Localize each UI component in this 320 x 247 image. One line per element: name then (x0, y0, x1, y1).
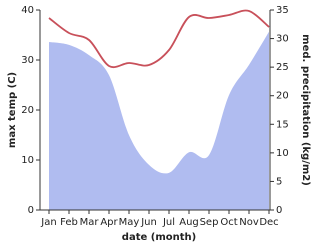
x-tick-label: Dec (259, 217, 278, 228)
y-axis-label: max temp (C) (7, 72, 18, 148)
precipitation-area (49, 31, 269, 211)
x-axis-label: date (month) (122, 232, 196, 243)
x-tick-label: Jul (162, 217, 175, 228)
temperature-line (48, 9, 270, 69)
x-tick-label: Feb (60, 217, 78, 228)
y2-tick-label: 0 (276, 205, 282, 216)
x-tick-label: Apr (100, 217, 118, 228)
x-tick-label: Jan (40, 217, 56, 228)
y2-tick-label: 10 (276, 148, 289, 159)
y2-tick-label: 15 (276, 119, 289, 130)
y2-tick-label: 20 (276, 91, 289, 102)
x-tick-label: Jun (140, 217, 157, 228)
y2-tick-label: 5 (276, 176, 282, 187)
y-tick-label: 0 (28, 205, 34, 216)
x-tick-label: Aug (179, 217, 199, 228)
x-tick-label: Oct (220, 217, 237, 228)
x-tick-label: Sep (200, 217, 219, 228)
x-tick-label: Nov (239, 217, 259, 228)
x-tick-label: Mar (80, 217, 100, 228)
y2-tick-label: 30 (276, 34, 289, 45)
y-tick-label: 20 (21, 105, 34, 116)
y2-tick-label: 35 (276, 5, 289, 16)
y2-tick-label: 25 (276, 62, 289, 73)
y-tick-label: 30 (21, 55, 34, 66)
y2-axis-label: med. precipitation (kg/m2) (300, 34, 311, 186)
y-tick-label: 40 (21, 5, 34, 16)
x-tick-label: May (119, 217, 140, 228)
y-tick-label: 10 (21, 155, 34, 166)
